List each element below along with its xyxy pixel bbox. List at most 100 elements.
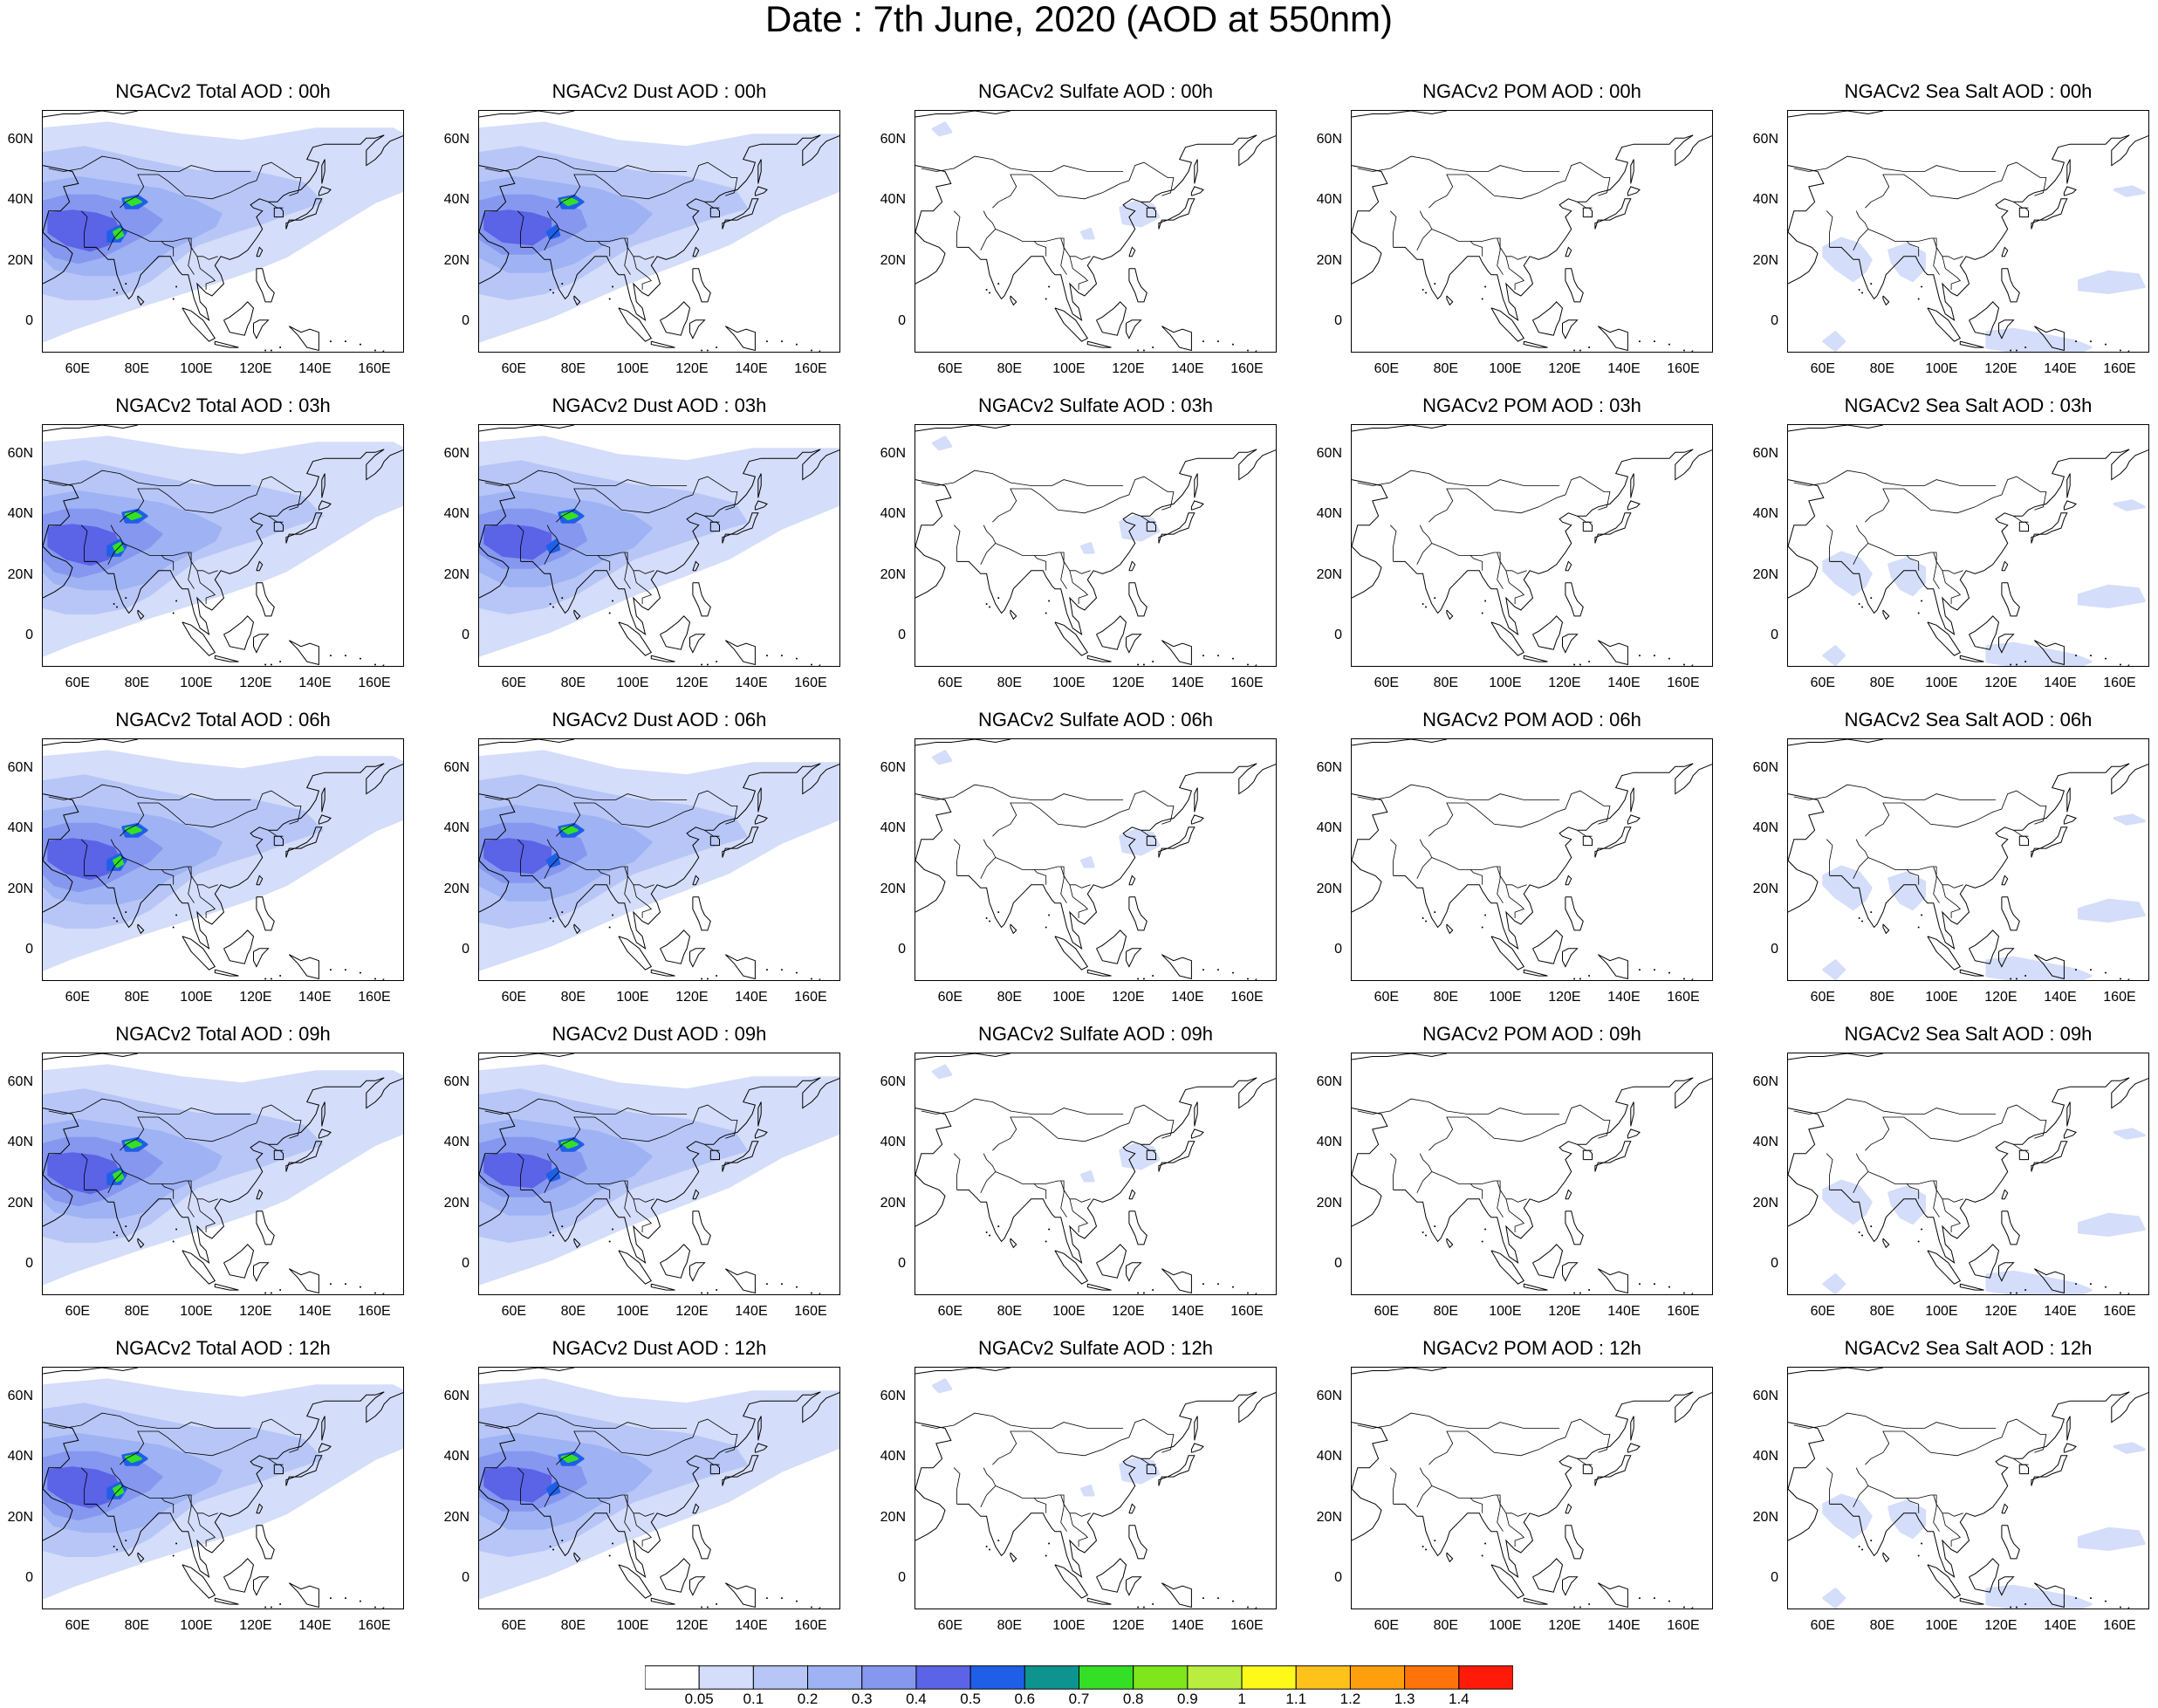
coastline — [754, 814, 768, 825]
coastline — [2127, 1607, 2130, 1609]
coastline — [1352, 1108, 1388, 1176]
coastline — [1126, 948, 1142, 968]
y-tick-label: 20N — [443, 566, 469, 582]
aod-field — [545, 853, 561, 868]
island — [561, 911, 564, 914]
island — [1588, 1603, 1591, 1606]
coastline — [256, 1189, 264, 1200]
coastline — [1128, 246, 1136, 257]
coastline — [214, 340, 239, 348]
map-panel — [478, 1053, 840, 1295]
coastline — [1565, 268, 1584, 303]
country-border — [704, 201, 720, 209]
country-border — [1033, 555, 1047, 571]
country-border — [1867, 543, 1940, 589]
coastline — [1128, 1503, 1136, 1514]
island — [1048, 600, 1051, 602]
coastline — [1086, 969, 1112, 977]
island — [1137, 1292, 1140, 1294]
country-border — [1497, 1180, 1527, 1203]
y-tick-label: 60N — [1316, 1388, 1342, 1403]
country-border — [517, 1467, 524, 1505]
island — [270, 977, 272, 980]
country-border — [1497, 552, 1527, 574]
island — [116, 1548, 119, 1551]
coastline — [43, 1368, 139, 1375]
country-border — [1906, 1183, 1920, 1199]
country-border — [188, 237, 218, 260]
colorbar-label: 0.7 — [1068, 1691, 1090, 1707]
x-tick-label: 120E — [1984, 1304, 2018, 1319]
coastline — [1161, 1582, 1192, 1609]
coastline — [757, 473, 762, 498]
colorbar-swatch — [1458, 1665, 1513, 1690]
coastline — [1096, 929, 1127, 964]
coastline — [618, 1250, 653, 1285]
coastline — [214, 655, 239, 662]
coastline — [1788, 425, 1884, 432]
coastline — [84, 763, 403, 950]
coastline — [692, 582, 711, 617]
coastline — [1393, 1391, 1712, 1578]
y-tick-label: 20N — [7, 1195, 33, 1211]
island — [1142, 977, 1145, 980]
coastline — [2033, 1582, 2065, 1609]
island — [1579, 977, 1581, 980]
island — [701, 1292, 703, 1294]
coastline — [1096, 1244, 1127, 1279]
coastline — [479, 1488, 510, 1541]
coastline — [1352, 479, 1388, 547]
colorbar-swatch — [861, 1665, 917, 1690]
coastline — [1490, 621, 1525, 656]
country-border — [1469, 1498, 1483, 1513]
island — [552, 292, 555, 294]
y-tick-label: 20N — [880, 1195, 906, 1211]
x-tick-label: 80E — [1869, 990, 1895, 1005]
island — [1434, 1540, 1436, 1542]
coastline — [1490, 1250, 1525, 1285]
coastline — [1523, 969, 1548, 977]
coastline — [650, 655, 675, 662]
island — [172, 1240, 175, 1243]
country-border — [80, 1153, 88, 1190]
coastline — [1393, 763, 1712, 950]
map-panel — [478, 738, 840, 981]
coastline — [1194, 1101, 1198, 1127]
coastline — [722, 827, 759, 858]
coastline — [1562, 1262, 1579, 1282]
country-border — [1865, 1104, 2047, 1151]
x-tick-label: 140E — [1171, 1618, 1204, 1633]
island — [1682, 1292, 1685, 1294]
coastline — [956, 449, 1276, 635]
coastline — [382, 350, 385, 352]
island — [2074, 1283, 2077, 1286]
coastline — [2063, 814, 2077, 825]
country-border — [48, 1098, 251, 1115]
coastline — [1969, 929, 2000, 964]
country-border — [1389, 1467, 1397, 1505]
x-tick-label: 80E — [997, 1304, 1023, 1319]
aod-field — [1119, 1457, 1161, 1485]
coastline — [915, 1368, 1011, 1375]
country-border — [107, 525, 124, 565]
island — [359, 971, 361, 974]
y-tick-label: 0 — [25, 628, 33, 643]
panel-title: NGACv2 Sea Salt AOD : 00h — [1844, 80, 2093, 102]
aod-field — [1080, 228, 1095, 240]
x-tick-label: 80E — [997, 1618, 1023, 1633]
y-tick-label: 40N — [880, 820, 906, 836]
country-border — [1389, 525, 1397, 562]
coastline — [573, 609, 581, 621]
island — [1048, 914, 1051, 916]
island — [1202, 969, 1204, 971]
country-border — [1389, 1153, 1397, 1190]
island — [2015, 1606, 2018, 1609]
country-border — [1497, 1494, 1527, 1517]
coastline — [2127, 350, 2130, 352]
coastline — [1532, 1244, 1564, 1279]
x-tick-label: 100E — [1925, 1304, 1958, 1319]
aod-field — [1080, 542, 1095, 554]
panel-title: NGACv2 Sulfate AOD : 06h — [977, 709, 1214, 731]
country-border — [1033, 241, 1047, 257]
y-tick-label: 20N — [1752, 252, 1778, 268]
